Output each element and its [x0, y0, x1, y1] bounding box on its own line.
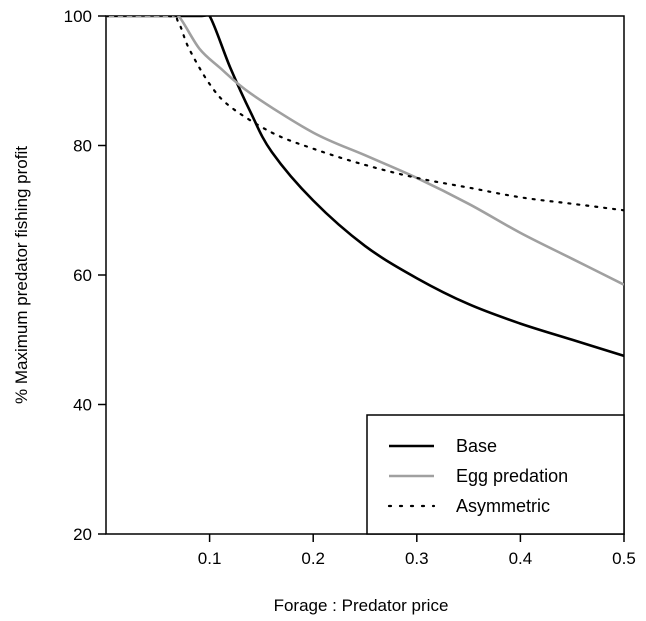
x-tick-label: 0.2 — [301, 549, 325, 568]
x-tick-label: 0.1 — [198, 549, 222, 568]
legend-label-egg-predation: Egg predation — [456, 466, 568, 486]
y-tick-label: 80 — [73, 137, 92, 156]
series-line-egg-predation — [106, 16, 624, 286]
x-tick-label: 0.5 — [612, 549, 636, 568]
y-tick-label: 100 — [64, 7, 92, 26]
series-line-base — [106, 16, 624, 358]
series-layer — [106, 16, 624, 358]
x-axis-label: Forage : Predator price — [274, 596, 449, 615]
y-tick-label: 60 — [73, 266, 92, 285]
y-tick-label: 20 — [73, 525, 92, 544]
legend-box — [366, 414, 625, 535]
legend-label-asymmetric: Asymmetric — [456, 496, 550, 516]
y-axis-label: % Maximum predator fishing profit — [12, 146, 31, 404]
axes: 0.1 0.2 0.3 0.4 0.5 20 40 60 80 100 — [64, 7, 636, 568]
series-line-asymmetric — [106, 16, 624, 212]
x-tick-label: 0.4 — [509, 549, 533, 568]
x-tick-label: 0.3 — [405, 549, 429, 568]
legend-label-base: Base — [456, 436, 497, 456]
legend: Base Egg predation Asymmetric — [366, 414, 625, 535]
y-tick-label: 40 — [73, 396, 92, 415]
